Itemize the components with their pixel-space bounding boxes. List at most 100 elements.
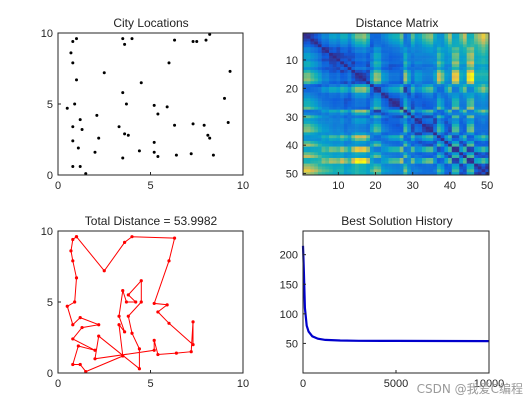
heatmap-cell [303, 118, 308, 122]
heatmap-cell [477, 169, 482, 173]
heatmap-cell [481, 109, 486, 113]
heatmap-cell [310, 101, 315, 105]
heatmap-cell [384, 140, 389, 145]
heatmap-cell [317, 101, 322, 105]
heatmap-cell [440, 50, 445, 54]
heatmap-cell [303, 112, 308, 116]
heatmap-cell [440, 169, 445, 173]
heatmap-cell [396, 55, 401, 59]
heatmap-cell [477, 172, 482, 176]
heatmap-cell [310, 78, 315, 82]
heatmap-cell [425, 143, 430, 147]
heatmap-cell [422, 55, 427, 59]
heatmap-cell [459, 157, 464, 162]
heatmap-cell [429, 69, 434, 74]
heatmap-cell [369, 55, 374, 59]
heatmap-cell [369, 146, 374, 150]
heatmap-cell [429, 132, 434, 136]
heatmap-cell [399, 138, 404, 142]
heatmap-cell [459, 72, 464, 76]
heatmap-cell [440, 78, 445, 82]
heatmap-cell [310, 72, 315, 76]
heatmap-cell [381, 121, 386, 125]
heatmap-cell [392, 69, 397, 74]
heatmap-cell [474, 47, 479, 51]
heatmap-cell [429, 106, 434, 110]
heatmap-cell [358, 160, 363, 164]
heatmap-cell [306, 123, 311, 128]
heatmap-cell [396, 61, 401, 65]
heatmap-cell [306, 169, 311, 173]
heatmap-cell [336, 166, 341, 170]
heatmap-cell [396, 118, 401, 122]
heatmap-cell [477, 86, 482, 91]
heatmap-cell [340, 155, 345, 159]
heatmap-cell [440, 38, 445, 42]
heatmap-cell [470, 35, 475, 39]
heatmap-cell [444, 112, 449, 116]
heatmap-cell [436, 155, 441, 159]
heatmap-cell [388, 152, 393, 156]
route-point [139, 279, 143, 283]
heatmap-cell [310, 55, 315, 59]
heatmap-cell [366, 69, 371, 74]
heatmap-cell [470, 58, 475, 62]
heatmap-cell [477, 38, 482, 42]
heatmap-cell [384, 92, 389, 96]
distance-matrix-title: Distance Matrix [356, 16, 439, 30]
heatmap-cell [459, 155, 464, 159]
heatmap-cell [414, 84, 419, 88]
heatmap-cell [388, 61, 393, 65]
heatmap-cell [436, 172, 441, 176]
x-tick-label: 0 [300, 378, 306, 390]
heatmap-cell [381, 47, 386, 51]
heatmap-cell [444, 86, 449, 91]
city-point [71, 164, 75, 168]
heatmap-cell [462, 84, 467, 88]
heatmap-cell [455, 143, 460, 147]
heatmap-cell [388, 47, 393, 51]
heatmap-cell [362, 47, 367, 51]
heatmap-cell [355, 126, 360, 130]
heatmap-cell [444, 132, 449, 136]
heatmap-cell [466, 129, 471, 133]
heatmap-cell [481, 106, 486, 110]
heatmap-cell [459, 172, 464, 176]
heatmap-cell [340, 86, 345, 91]
heatmap-cell [396, 72, 401, 76]
heatmap-cell [340, 72, 345, 76]
route-point [139, 300, 143, 304]
heatmap-cell [325, 140, 330, 145]
heatmap-cell [303, 95, 308, 99]
heatmap-cell [332, 146, 337, 150]
heatmap-cell [347, 172, 352, 176]
heatmap-cell [418, 61, 423, 65]
heatmap-cell [425, 149, 430, 153]
heatmap-cell [407, 160, 412, 164]
heatmap-cell [329, 129, 334, 133]
heatmap-cell [366, 115, 371, 119]
heatmap-cell [369, 143, 374, 147]
heatmap-cell [314, 89, 319, 93]
heatmap-cell [321, 132, 326, 136]
heatmap-cell [466, 55, 471, 59]
heatmap-cell [347, 163, 352, 167]
heatmap-cell [329, 86, 334, 91]
heatmap-cell [433, 89, 438, 93]
heatmap-cell [436, 129, 441, 133]
heatmap-cell [418, 72, 423, 76]
heatmap-cell [407, 47, 412, 51]
heatmap-cell [355, 163, 360, 167]
heatmap-cell [381, 50, 386, 54]
heatmap-cell [369, 155, 374, 159]
heatmap-cell [440, 115, 445, 119]
heatmap-cell [369, 47, 374, 51]
heatmap-cell [384, 146, 389, 150]
heatmap-cell [422, 155, 427, 159]
heatmap-cell [455, 149, 460, 153]
heatmap-cell [369, 118, 374, 122]
heatmap-cell [306, 118, 311, 122]
heatmap-cell [481, 135, 486, 139]
heatmap-cell [329, 126, 334, 130]
heatmap-cell [358, 58, 363, 62]
